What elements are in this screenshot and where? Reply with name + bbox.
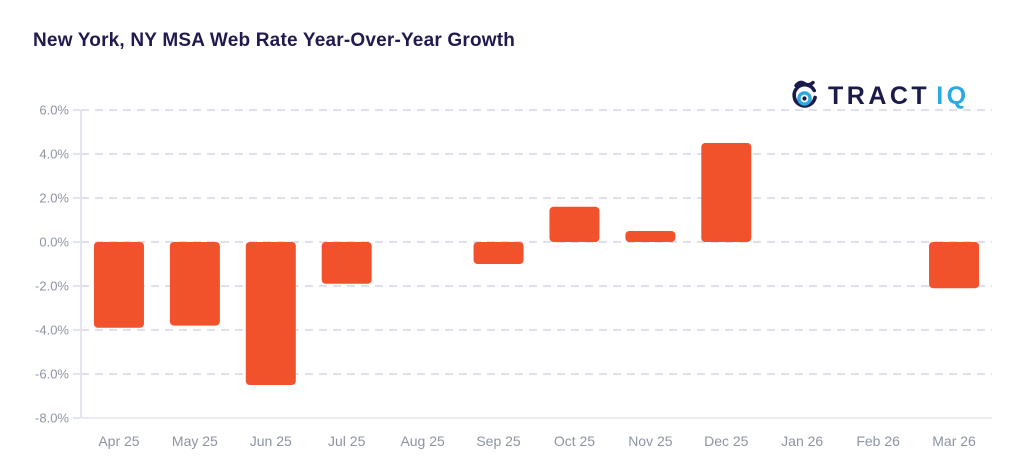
bar-nov-25[interactable] xyxy=(625,231,676,242)
x-axis-tick-label: Feb 26 xyxy=(856,433,900,449)
y-axis-tick-label: -8.0% xyxy=(35,411,69,426)
x-axis-tick-label: Mar 26 xyxy=(932,433,976,449)
x-axis-tick-label: Aug 25 xyxy=(400,433,445,449)
y-axis-tick-label: 6.0% xyxy=(39,103,69,118)
logo-text-tract: TRACT xyxy=(828,81,931,110)
bar-apr-25[interactable] xyxy=(93,242,144,328)
y-axis-tick-label: -6.0% xyxy=(35,367,69,382)
x-axis-tick-label: Jul 25 xyxy=(328,433,366,449)
tractiq-logo: TRACT IQ xyxy=(789,79,970,113)
bar-dec-25[interactable] xyxy=(701,143,752,242)
x-axis-tick-label: Sep 25 xyxy=(476,433,521,449)
x-axis-tick-label: Jun 25 xyxy=(250,433,292,449)
x-axis-tick-label: Dec 25 xyxy=(704,433,749,449)
x-axis-tick-label: Jan 26 xyxy=(781,433,823,449)
tractiq-target-icon xyxy=(789,79,820,113)
bar-jul-25[interactable] xyxy=(321,242,372,284)
bar-may-25[interactable] xyxy=(169,242,220,326)
tractiq-logo-text: TRACT IQ xyxy=(828,81,970,110)
bar-jun-25[interactable] xyxy=(245,242,296,385)
y-axis-tick-label: 2.0% xyxy=(39,191,69,206)
x-axis-tick-label: Nov 25 xyxy=(628,433,673,449)
x-axis-tick-label: Apr 25 xyxy=(98,433,139,449)
y-axis-tick-label: 0.0% xyxy=(39,235,69,250)
bar-mar-26[interactable] xyxy=(929,242,980,289)
chart-title: New York, NY MSA Web Rate Year-Over-Year… xyxy=(33,30,516,51)
x-axis-tick-label: May 25 xyxy=(172,433,218,449)
x-axis-tick-label: Oct 25 xyxy=(554,433,595,449)
logo-text-iq: IQ xyxy=(936,81,970,110)
y-axis-tick-label: -4.0% xyxy=(35,323,69,338)
y-axis-tick-label: -2.0% xyxy=(35,279,69,294)
bar-sep-25[interactable] xyxy=(473,242,524,264)
y-axis-tick-label: 4.0% xyxy=(39,147,69,162)
bar-oct-25[interactable] xyxy=(549,206,600,242)
